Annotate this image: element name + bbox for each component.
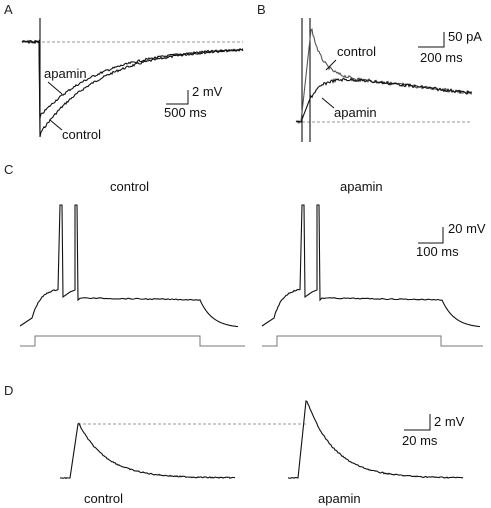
panel-c-title-apamin: apamin: [340, 179, 383, 194]
panel-b-label-apamin: apamin: [334, 105, 377, 120]
panel-b: B control apamin 50 pA 200 ms: [257, 2, 482, 142]
panel-c-letter: C: [4, 162, 13, 177]
panel-c-command-control: [20, 335, 245, 347]
panel-c-scale-y: 20 mV: [448, 221, 486, 236]
panel-d: D control apamin 2 mV 20 ms: [4, 383, 465, 506]
panel-b-letter: B: [257, 2, 266, 17]
panel-d-label-control: control: [84, 491, 123, 506]
panel-a-letter: A: [4, 2, 13, 17]
panel-c: C control apamin 20 mV 100 ms: [4, 162, 486, 347]
panel-b-scale-x: 200 ms: [420, 50, 463, 65]
panel-b-label-control: control: [337, 44, 376, 59]
panel-b-pointer-apamin: [321, 97, 335, 109]
panel-b-pointer-control: [325, 59, 337, 71]
panel-b-trace-apamin: [295, 77, 473, 123]
panel-c-trace-control: [19, 204, 239, 328]
panel-a-scale-bar: [166, 90, 189, 105]
panel-d-scale-bar: [404, 414, 431, 431]
panel-a: A apamin control 2 mV 500 ms: [4, 2, 244, 142]
panel-d-letter: D: [4, 383, 13, 398]
panel-d-trace-control: [59, 422, 236, 480]
panel-a-pointer-apamin: [47, 81, 63, 95]
panel-c-title-control: control: [110, 179, 149, 194]
panel-c-command-apamin: [262, 335, 483, 347]
panel-a-scale-y: 2 mV: [192, 84, 223, 99]
panel-a-pointer-control: [49, 119, 63, 131]
panel-c-scale-bar: [418, 227, 444, 244]
panel-a-trace-control: [21, 39, 244, 138]
panel-d-label-apamin: apamin: [318, 491, 361, 506]
panel-c-scale-x: 100 ms: [416, 244, 459, 259]
panel-d-scale-y: 2 mV: [434, 414, 465, 429]
panel-d-trace-apamin: [287, 400, 464, 479]
panel-b-trace-control: [295, 28, 473, 124]
panel-a-scale-x: 500 ms: [164, 105, 207, 120]
panel-d-scale-x: 20 ms: [402, 433, 438, 448]
panel-b-scale-bar: [418, 32, 445, 48]
panel-b-scale-y: 50 pA: [448, 29, 482, 44]
panel-a-label-apamin: apamin: [44, 66, 87, 81]
panel-a-label-control: control: [62, 127, 101, 142]
panel-c-trace-apamin: [261, 204, 481, 328]
panel-a-trace-apamin: [21, 39, 244, 119]
